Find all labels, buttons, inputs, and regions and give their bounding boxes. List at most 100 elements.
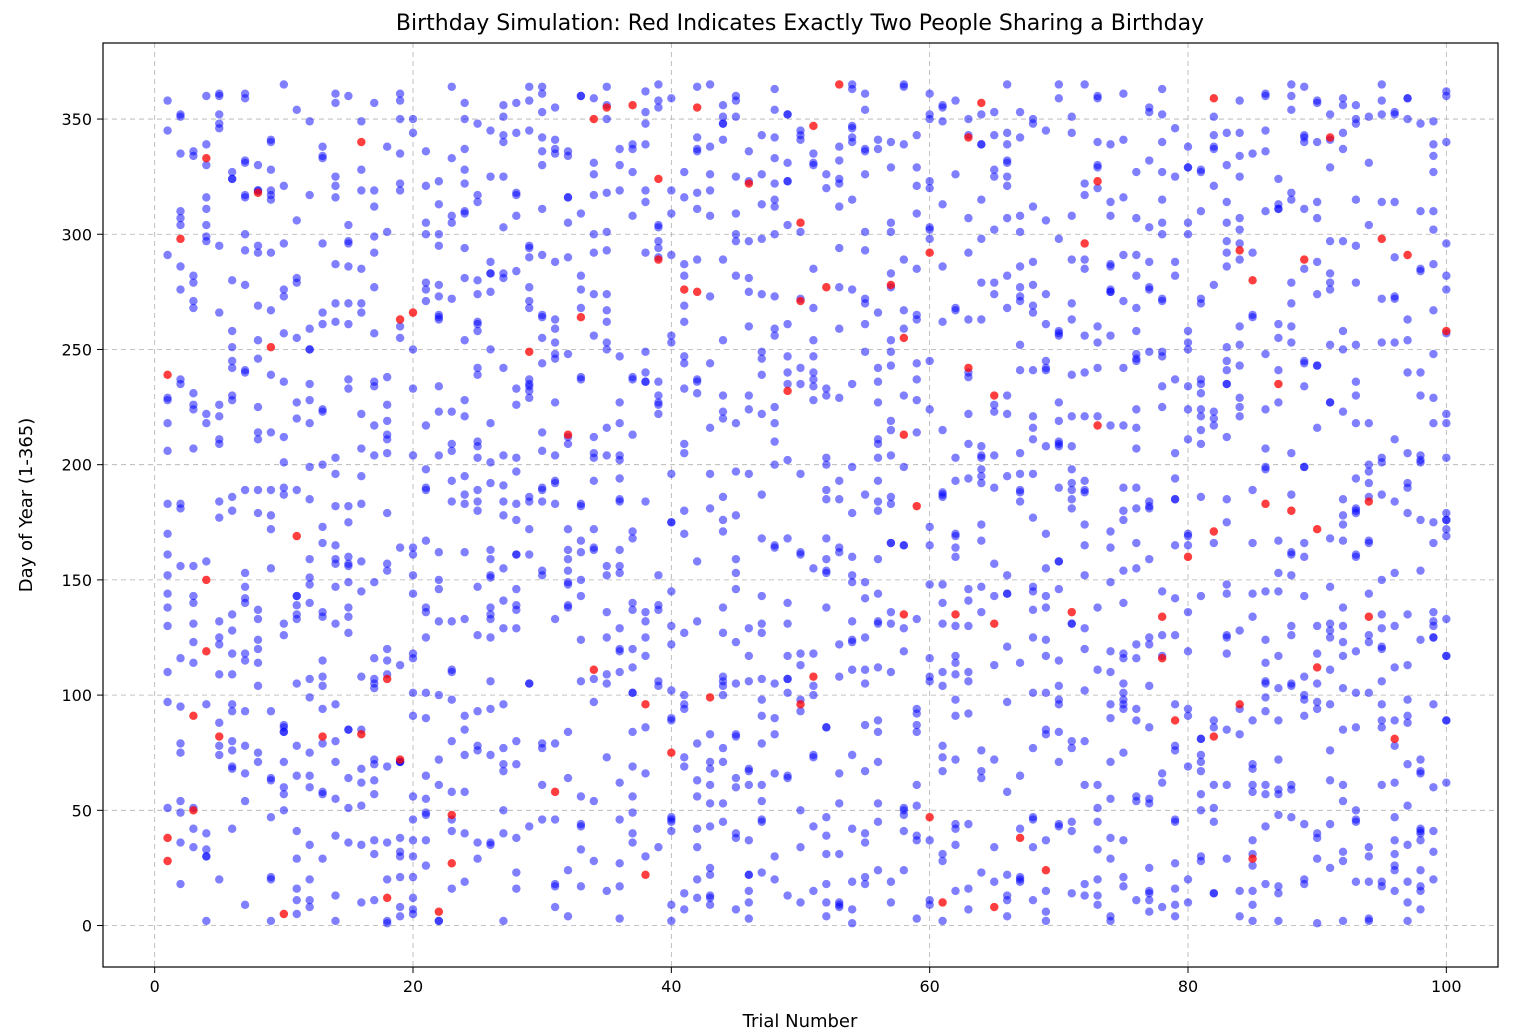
- data-point: [1390, 568, 1399, 578]
- data-point: [576, 209, 586, 218]
- data-point: [395, 872, 405, 882]
- shared-birthday-point: [1067, 607, 1076, 617]
- data-point: [1416, 515, 1425, 525]
- data-point: [1209, 817, 1219, 827]
- data-point: [886, 227, 896, 237]
- shared-birthday-point: [408, 308, 418, 317]
- data-point: [822, 849, 831, 859]
- data-point: [292, 591, 301, 601]
- y-tick-label: 0: [82, 917, 92, 936]
- data-point: [1106, 287, 1115, 297]
- data-point: [1106, 700, 1115, 709]
- data-point: [292, 679, 301, 688]
- data-point: [977, 582, 986, 592]
- data-point: [628, 527, 637, 536]
- data-point: [615, 667, 624, 677]
- data-point: [1002, 409, 1012, 419]
- data-point: [680, 905, 689, 914]
- data-point: [589, 796, 599, 806]
- data-point: [757, 628, 766, 638]
- data-point: [1351, 647, 1361, 656]
- data-point: [382, 762, 392, 771]
- data-point: [202, 700, 211, 709]
- data-point: [964, 905, 973, 914]
- data-point: [1170, 495, 1180, 504]
- data-point: [382, 448, 392, 458]
- data-point: [176, 110, 185, 119]
- data-point: [344, 319, 353, 329]
- data-point: [847, 80, 857, 89]
- data-point: [576, 375, 586, 384]
- data-point: [1235, 151, 1244, 161]
- shared-birthday-point: [809, 121, 818, 131]
- data-point: [822, 485, 831, 495]
- data-point: [1054, 331, 1064, 340]
- data-point: [537, 82, 547, 91]
- data-point: [279, 292, 289, 301]
- data-point: [757, 370, 766, 380]
- data-point: [1403, 840, 1412, 850]
- data-point: [1183, 338, 1193, 347]
- data-point: [227, 824, 237, 833]
- data-point: [770, 331, 779, 340]
- data-point: [641, 607, 650, 617]
- data-point: [563, 253, 573, 262]
- data-point: [1080, 644, 1089, 654]
- data-point: [1403, 478, 1412, 488]
- data-point: [731, 783, 741, 792]
- x-tick-label: 0: [150, 977, 160, 996]
- shared-birthday-point: [641, 700, 650, 709]
- data-point: [1222, 518, 1231, 527]
- data-point: [189, 824, 198, 833]
- data-point: [1390, 741, 1399, 750]
- data-point: [641, 87, 650, 96]
- data-point: [1145, 633, 1154, 642]
- data-point: [757, 200, 766, 209]
- data-point: [1377, 96, 1386, 105]
- data-point: [1429, 633, 1438, 642]
- data-point: [486, 633, 495, 642]
- shared-birthday-point: [395, 755, 405, 764]
- data-point: [1261, 780, 1270, 790]
- data-point: [1183, 163, 1193, 172]
- data-point: [718, 336, 728, 345]
- shared-birthday-point: [1442, 326, 1451, 336]
- data-point: [1222, 197, 1231, 207]
- data-point: [1287, 91, 1296, 101]
- data-point: [253, 614, 263, 624]
- data-point: [1015, 771, 1025, 780]
- data-point: [1338, 856, 1348, 866]
- data-point: [499, 760, 508, 769]
- data-point: [512, 467, 521, 476]
- data-point: [266, 248, 276, 257]
- data-point: [344, 518, 353, 527]
- data-point: [680, 384, 689, 393]
- data-point: [447, 294, 456, 303]
- data-point: [215, 91, 224, 101]
- data-point: [1054, 80, 1064, 89]
- data-point: [215, 640, 224, 649]
- data-point: [421, 230, 431, 239]
- data-point: [434, 755, 444, 764]
- data-point: [576, 271, 586, 280]
- data-point: [783, 534, 792, 543]
- data-point: [1067, 370, 1076, 380]
- data-point: [473, 326, 482, 336]
- shared-birthday-point: [1274, 379, 1283, 389]
- data-point: [1274, 889, 1283, 898]
- data-point: [292, 826, 301, 836]
- data-point: [266, 186, 276, 195]
- data-point: [899, 306, 909, 315]
- data-point: [215, 741, 224, 750]
- shared-birthday-point: [809, 672, 818, 681]
- shared-birthday-point: [1080, 239, 1089, 248]
- data-point: [705, 170, 715, 179]
- data-point: [692, 739, 702, 748]
- data-point: [951, 711, 960, 721]
- data-point: [1300, 264, 1309, 274]
- data-point: [951, 543, 960, 552]
- shared-birthday-point: [912, 501, 921, 511]
- data-point: [240, 230, 250, 239]
- shared-birthday-point: [951, 610, 960, 619]
- data-point: [654, 571, 663, 580]
